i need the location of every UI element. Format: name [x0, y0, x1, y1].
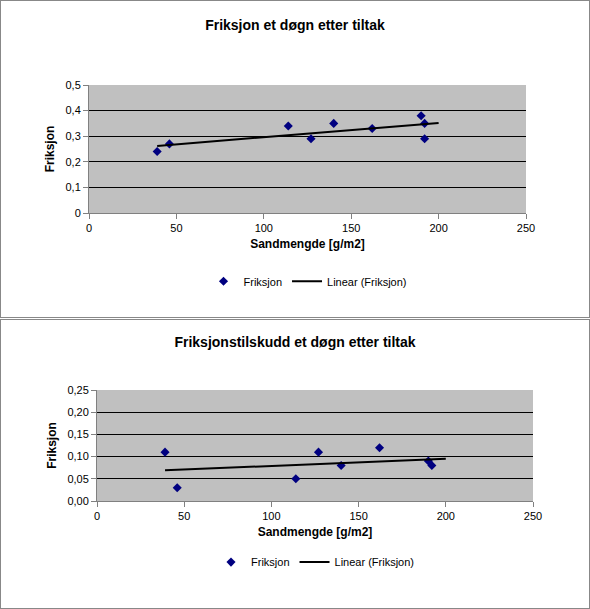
- svg-text:Friksjon: Friksjon: [43, 126, 57, 173]
- svg-text:Linear (Friksjon): Linear (Friksjon): [327, 276, 406, 288]
- svg-text:0,00: 0,00: [67, 495, 88, 507]
- svg-text:100: 100: [255, 222, 273, 234]
- svg-text:100: 100: [262, 510, 280, 522]
- svg-text:Friksjonstilskudd et døgn ette: Friksjonstilskudd et døgn etter tiltak: [174, 334, 415, 350]
- svg-text:50: 50: [170, 222, 182, 234]
- svg-text:Friksjon: Friksjon: [244, 276, 283, 288]
- svg-text:0: 0: [75, 207, 81, 219]
- svg-text:Sandmengde [g/m2]: Sandmengde [g/m2]: [250, 237, 365, 251]
- svg-text:0: 0: [86, 222, 92, 234]
- svg-text:200: 200: [429, 222, 447, 234]
- svg-text:150: 150: [342, 222, 360, 234]
- svg-text:150: 150: [349, 510, 367, 522]
- svg-text:Friksjon: Friksjon: [45, 422, 59, 469]
- svg-text:0,3: 0,3: [66, 130, 81, 142]
- svg-text:0,1: 0,1: [66, 181, 81, 193]
- svg-text:0,5: 0,5: [66, 79, 81, 91]
- svg-text:0,25: 0,25: [67, 384, 88, 396]
- svg-text:Sandmengde [g/m2]: Sandmengde [g/m2]: [258, 525, 373, 539]
- svg-text:0,20: 0,20: [67, 406, 88, 418]
- svg-text:0,2: 0,2: [66, 156, 81, 168]
- svg-text:200: 200: [437, 510, 455, 522]
- svg-text:Friksjon et døgn etter tiltak: Friksjon et døgn etter tiltak: [205, 17, 385, 33]
- svg-text:Friksjon: Friksjon: [251, 556, 290, 568]
- svg-text:Linear (Friksjon): Linear (Friksjon): [335, 556, 414, 568]
- svg-text:250: 250: [517, 222, 535, 234]
- svg-text:0,15: 0,15: [67, 428, 88, 440]
- svg-text:0: 0: [94, 510, 100, 522]
- svg-text:50: 50: [178, 510, 190, 522]
- svg-text:0,10: 0,10: [67, 450, 88, 462]
- svg-text:0,4: 0,4: [66, 104, 81, 116]
- svg-text:0,05: 0,05: [67, 473, 88, 485]
- svg-text:250: 250: [524, 510, 542, 522]
